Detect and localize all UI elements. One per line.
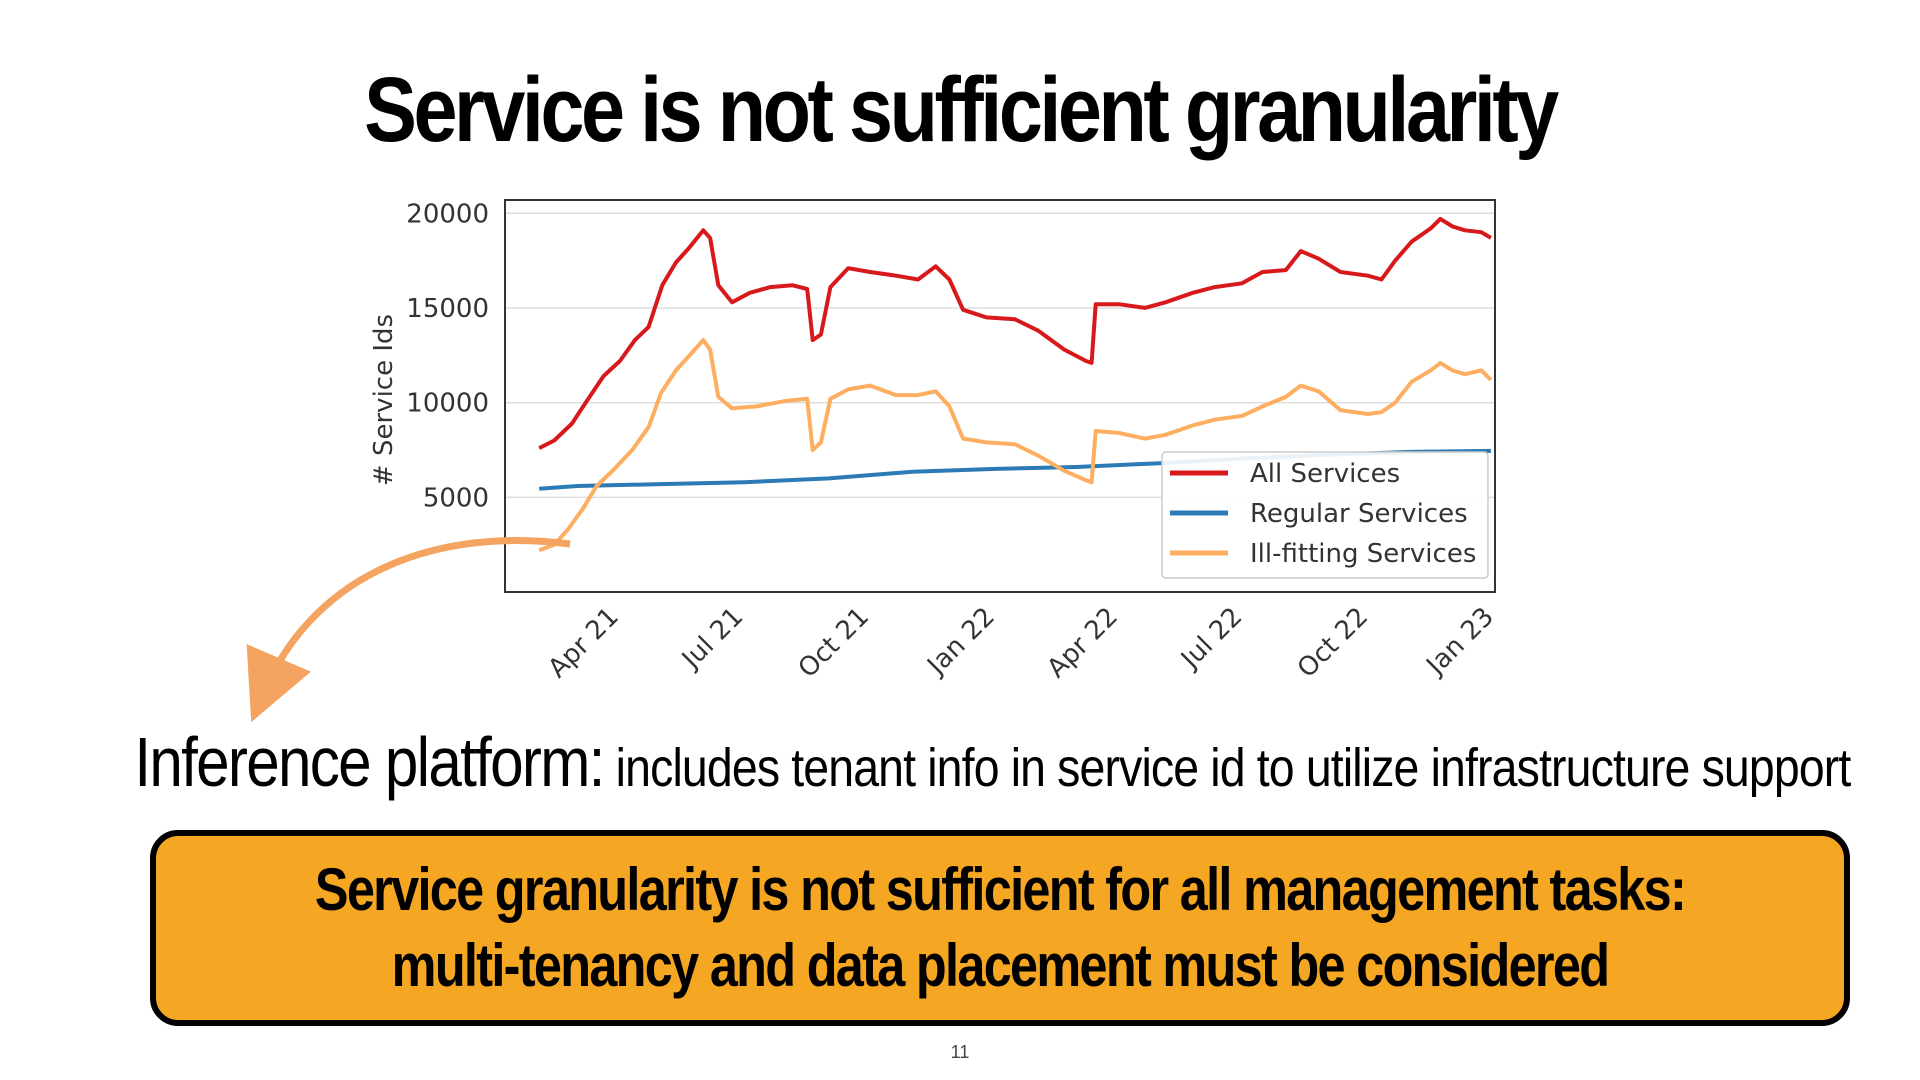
y-tick-labels: 5000 10000 15000 20000 [406, 199, 489, 513]
x-tick-label: Jan 22 [921, 602, 1001, 682]
page-number: 11 [950, 1042, 970, 1062]
x-tick-label: Oct 22 [1292, 602, 1374, 684]
x-tick-label: Jul 21 [675, 602, 749, 676]
y-tick-label: 20000 [406, 199, 489, 229]
legend-label-all-services: All Services [1250, 459, 1400, 489]
x-tick-label: Oct 21 [793, 602, 875, 684]
subtitle-head: Inference platform: [134, 723, 605, 801]
series-line-all-services [538, 216, 1492, 450]
legend-label-ill-fitting-services: Ill-fitting Services [1250, 539, 1476, 569]
legend-label-regular-services: Regular Services [1250, 499, 1468, 529]
subtitle-line: Inference platform: includes tenant info… [134, 722, 1851, 802]
callout-text: Service granularity is not sufficient fo… [314, 856, 1687, 999]
x-tick-label: Apr 21 [543, 602, 625, 684]
y-axis-label: # Service Ids [369, 314, 399, 486]
x-tick-label: Apr 22 [1042, 602, 1124, 684]
curved-arrow [246, 537, 571, 723]
plot-frame [504, 199, 1496, 593]
y-tick-label: 15000 [406, 294, 489, 324]
x-tick-label: Jan 23 [1420, 602, 1500, 682]
subtitle-body: includes tenant info in service id to ut… [603, 738, 1852, 798]
slide-title: Service is not sufficient granularity [364, 59, 1559, 161]
x-tick-label: Jul 22 [1174, 602, 1248, 676]
y-tick-label: 5000 [423, 483, 489, 513]
series-line-ill-fitting-services [538, 338, 1493, 553]
y-tick-label: 10000 [406, 389, 489, 419]
legend-box [1161, 451, 1489, 579]
legend: All Services Regular Services Ill-fittin… [1161, 451, 1489, 579]
x-tick-labels: Apr 21 Jul 21 Oct 21 Jan 22 Apr 22 Jul 22 Oct … [543, 602, 1500, 684]
callout-box: Service granularity is not sufficient fo… [150, 830, 1850, 1026]
